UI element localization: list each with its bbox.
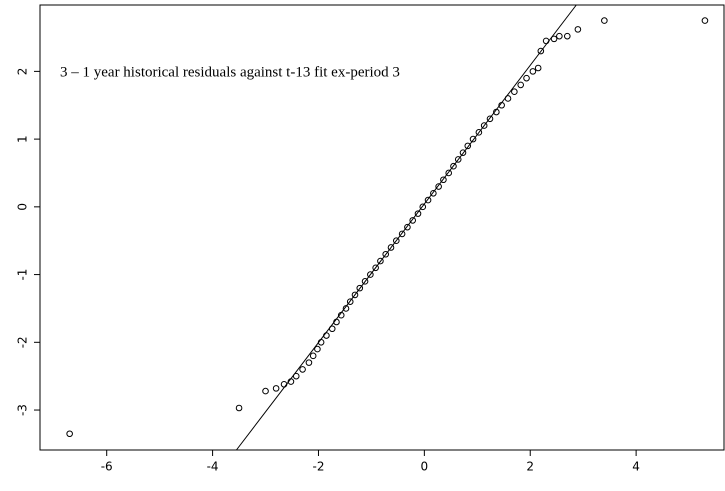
point xyxy=(398,230,406,238)
point xyxy=(563,32,571,40)
point xyxy=(430,189,437,197)
point xyxy=(309,352,317,360)
point xyxy=(440,176,447,184)
point xyxy=(419,203,427,211)
point xyxy=(414,210,422,217)
y-tick-label: -1 xyxy=(16,269,30,281)
point xyxy=(511,88,518,95)
point xyxy=(542,37,550,45)
y-tick-label: 2 xyxy=(16,68,30,76)
point xyxy=(454,156,462,163)
point xyxy=(450,162,457,170)
point xyxy=(272,385,280,392)
point xyxy=(486,115,494,123)
point xyxy=(287,378,295,385)
point xyxy=(550,35,558,43)
point xyxy=(305,359,313,366)
point xyxy=(299,366,306,373)
x-tick-label: 2 xyxy=(526,460,534,474)
point xyxy=(435,183,442,190)
point xyxy=(459,149,467,156)
point xyxy=(382,250,390,258)
x-tick-label: 4 xyxy=(632,460,640,474)
point xyxy=(280,380,288,388)
point xyxy=(317,339,325,346)
point xyxy=(66,430,73,438)
point xyxy=(356,284,364,292)
point xyxy=(337,311,345,319)
point xyxy=(351,291,359,299)
point xyxy=(475,129,483,136)
point xyxy=(523,74,530,82)
y-tick-label: -3 xyxy=(16,404,30,416)
x-tick-label: -6 xyxy=(101,460,113,474)
point xyxy=(333,318,340,326)
point xyxy=(372,264,379,272)
point xyxy=(367,271,374,278)
point xyxy=(314,345,321,353)
plot-frame xyxy=(39,4,725,451)
point xyxy=(464,142,472,150)
point xyxy=(387,244,395,251)
x-tick-label: -2 xyxy=(312,460,324,474)
point xyxy=(534,64,542,72)
point xyxy=(392,237,400,245)
x-tick-label: -4 xyxy=(207,460,219,474)
y-tick-label: 1 xyxy=(16,135,30,143)
point xyxy=(498,101,505,109)
point xyxy=(235,404,243,412)
point xyxy=(517,81,525,89)
x-tick-label: 0 xyxy=(421,460,429,474)
point xyxy=(262,387,269,395)
point xyxy=(409,217,417,224)
point xyxy=(504,95,512,102)
point xyxy=(292,372,300,380)
point xyxy=(701,17,709,24)
point xyxy=(328,325,336,333)
point xyxy=(493,108,500,116)
annotation: 3 – 1 year historical residuals against … xyxy=(60,64,400,80)
y-tick-label: 0 xyxy=(16,203,30,211)
point xyxy=(445,169,453,177)
point xyxy=(601,17,608,24)
point xyxy=(361,278,369,285)
point xyxy=(574,26,582,33)
point xyxy=(342,305,350,312)
y-tick-label: -2 xyxy=(16,336,30,348)
point xyxy=(404,223,411,231)
point xyxy=(556,32,563,40)
point xyxy=(323,332,330,339)
point xyxy=(537,47,545,55)
point xyxy=(346,298,354,305)
point xyxy=(480,122,488,129)
point xyxy=(469,135,477,143)
point xyxy=(377,257,384,265)
point xyxy=(529,68,537,75)
point xyxy=(424,196,432,204)
